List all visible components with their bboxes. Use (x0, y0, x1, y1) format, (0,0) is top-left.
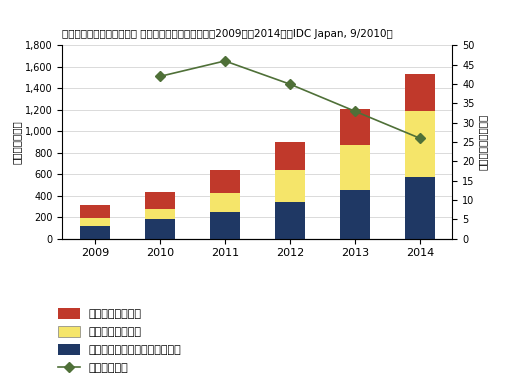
Bar (80, 226, 110, 239)
Bar (340, 190, 370, 239)
Bar (80, 205, 110, 218)
Bar (275, 202, 305, 239)
Bar (340, 145, 370, 190)
Bar (80, 218, 110, 226)
Y-axis label: 売上額（億円）: 売上額（億円） (12, 120, 22, 164)
Bar (275, 142, 305, 170)
Bar (145, 219, 175, 239)
Bar (210, 170, 240, 193)
Bar (405, 177, 435, 239)
Legend: アプリケーション, プラットフォーム, システムインフラストラクチャ, 前年比成長率: アプリケーション, プラットフォーム, システムインフラストラクチャ, 前年比成… (58, 308, 181, 373)
Bar (405, 74, 435, 111)
Y-axis label: 前年比成長率（％）: 前年比成長率（％） (477, 114, 487, 170)
Bar (210, 212, 240, 239)
Bar (405, 111, 435, 177)
Bar (275, 170, 305, 202)
Bar (145, 192, 175, 209)
Bar (340, 109, 370, 145)
Text: 国内クラウドサービス市场 セグメント別売上額予測、2009年～2014年（IDC Japan, 9/2010）: 国内クラウドサービス市场 セグメント別売上額予測、2009年～2014年（IDC… (62, 29, 393, 39)
Bar (145, 209, 175, 219)
Bar (210, 193, 240, 212)
